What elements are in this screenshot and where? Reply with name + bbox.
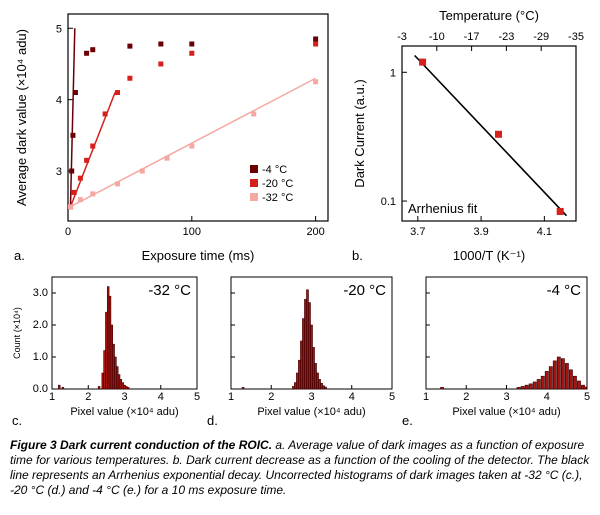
svg-text:2: 2 (268, 391, 274, 403)
figure-label: Figure 3 Dark current conduction of the … (10, 438, 272, 452)
panel-c: 1 2 3 4 5 0.0 1.0 2.0 3.0 Pixel value (×10⁴ adu) C… (8, 269, 203, 432)
svg-text:-20 °C: -20 °C (262, 178, 293, 190)
svg-text:1: 1 (390, 67, 396, 79)
svg-text:c.: c. (12, 413, 22, 428)
svg-text:b.: b. (352, 248, 363, 263)
svg-text:-20 °C: -20 °C (343, 282, 386, 299)
panel-d: 1 2 3 4 5 Pixel value (×10⁴ adu) -20 °C d. (203, 269, 398, 432)
panel-b-chart: 3.7 3.9 4.1 0.1 1 -3 -10 -17 -23 -29 -35 Temperatur… (346, 6, 586, 266)
svg-text:2: 2 (85, 391, 91, 403)
panel-b: 3.7 3.9 4.1 0.1 1 -3 -10 -17 -23 -29 -35 Temperatur… (346, 6, 586, 269)
svg-text:3.7: 3.7 (410, 226, 425, 238)
svg-text:4: 4 (544, 391, 550, 403)
svg-text:5: 5 (194, 391, 200, 403)
svg-text:-32 °C: -32 °C (148, 282, 191, 299)
svg-text:Arrhenius fit: Arrhenius fit (408, 201, 478, 216)
svg-text:1: 1 (49, 391, 55, 403)
svg-text:-3: -3 (397, 31, 407, 43)
svg-text:0.0: 0.0 (33, 383, 48, 395)
svg-text:e.: e. (402, 413, 413, 428)
svg-text:3: 3 (308, 391, 314, 403)
svg-text:1: 1 (423, 391, 429, 403)
svg-text:2.0: 2.0 (33, 319, 48, 331)
svg-text:1.0: 1.0 (33, 351, 48, 363)
svg-text:Count (×10⁴): Count (×10⁴) (12, 307, 22, 359)
svg-text:1000/T (K⁻¹): 1000/T (K⁻¹) (453, 248, 525, 263)
svg-text:3.9: 3.9 (473, 226, 488, 238)
svg-text:d.: d. (207, 413, 218, 428)
svg-text:3.0: 3.0 (33, 287, 48, 299)
svg-text:Exposure time (ms): Exposure time (ms) (142, 248, 255, 263)
svg-text:-4 °C: -4 °C (262, 164, 287, 176)
panel-a: 0 100 200 3 4 5 Exposure time (ms) Average dark… (8, 6, 338, 269)
svg-text:4: 4 (158, 391, 164, 403)
svg-text:Pixel value (×10⁴ adu): Pixel value (×10⁴ adu) (452, 406, 560, 418)
figure-caption: Figure 3 Dark current conduction of the … (10, 438, 590, 498)
svg-text:-32 °C: -32 °C (262, 192, 293, 204)
svg-text:3: 3 (121, 391, 127, 403)
svg-text:-29: -29 (533, 31, 549, 43)
svg-text:200: 200 (306, 226, 324, 238)
svg-text:0.1: 0.1 (381, 196, 396, 208)
svg-text:Pixel value (×10⁴ adu): Pixel value (×10⁴ adu) (257, 406, 365, 418)
svg-text:a.: a. (14, 248, 25, 263)
top-row: 0 100 200 3 4 5 Exposure time (ms) Average dark… (8, 6, 592, 269)
panel-e: 1 2 3 4 5 Pixel value (×10⁴ adu) -4 °C e. (398, 269, 593, 432)
svg-text:100: 100 (183, 226, 201, 238)
svg-text:3: 3 (56, 166, 62, 178)
svg-text:4.1: 4.1 (537, 226, 552, 238)
panel-c-chart: 1 2 3 4 5 0.0 1.0 2.0 3.0 Pixel value (×10⁴ adu) C… (8, 269, 203, 429)
svg-text:4: 4 (349, 391, 355, 403)
svg-text:Pixel value (×10⁴ adu): Pixel value (×10⁴ adu) (70, 406, 178, 418)
svg-text:3: 3 (503, 391, 509, 403)
svg-text:1: 1 (228, 391, 234, 403)
svg-text:-35: -35 (568, 31, 584, 43)
svg-text:Temperature (°C): Temperature (°C) (439, 8, 539, 23)
svg-text:2: 2 (463, 391, 469, 403)
svg-text:Average dark value (×10⁴ adu): Average dark value (×10⁴ adu) (14, 29, 29, 206)
panel-a-chart: 0 100 200 3 4 5 Exposure time (ms) Average dark… (8, 6, 338, 266)
panel-e-chart: 1 2 3 4 5 Pixel value (×10⁴ adu) -4 °C e. (398, 269, 593, 429)
svg-text:Dark Current (a.u.): Dark Current (a.u.) (352, 79, 367, 187)
svg-text:0: 0 (65, 226, 71, 238)
svg-text:5: 5 (584, 391, 590, 403)
svg-text:-17: -17 (464, 31, 480, 43)
bottom-row: 1 2 3 4 5 0.0 1.0 2.0 3.0 Pixel value (×10⁴ adu) C… (8, 269, 592, 432)
svg-text:-10: -10 (429, 31, 445, 43)
panel-d-chart: 1 2 3 4 5 Pixel value (×10⁴ adu) -20 °C d. (203, 269, 398, 429)
figure-3-container: 0 100 200 3 4 5 Exposure time (ms) Average dark… (0, 0, 600, 504)
svg-text:4: 4 (56, 95, 62, 107)
svg-text:-23: -23 (498, 31, 514, 43)
svg-text:-4 °C: -4 °C (547, 282, 582, 299)
svg-text:5: 5 (56, 23, 62, 35)
svg-text:5: 5 (389, 391, 395, 403)
